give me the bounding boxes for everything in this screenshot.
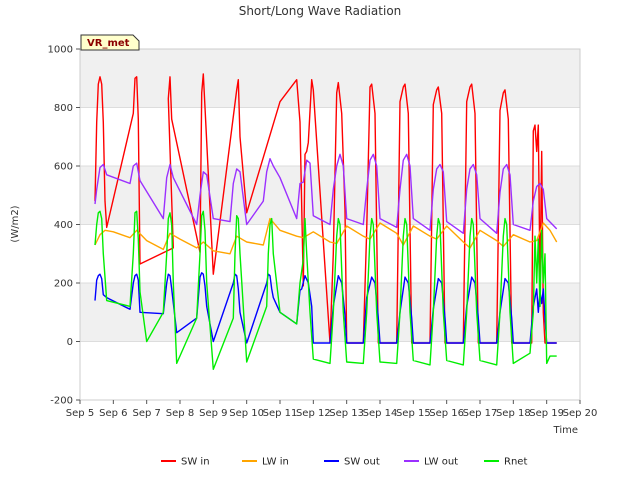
x-tick-label: Sep 14 <box>363 408 398 419</box>
series-line-lw-in <box>94 217 558 255</box>
x-tick-label: Sep 16 <box>429 408 464 419</box>
x-tick-label: Sep 12 <box>296 408 331 419</box>
x-tick-label: Sep 5 <box>66 408 94 419</box>
x-tick-label: Sep 11 <box>263 408 298 419</box>
x-tick-label: Sep 10 <box>229 408 264 419</box>
y-tick-label: -200 <box>50 396 73 407</box>
x-tick-label: Sep 17 <box>463 408 498 419</box>
legend-label-lw-out: LW out <box>424 457 458 468</box>
series-line-lw-out <box>94 153 558 235</box>
x-tick-label: Sep 15 <box>396 408 431 419</box>
y-axis-ticks: -200 0 200 400 600 800 1000 <box>48 45 80 407</box>
y-tick-label: 400 <box>54 220 73 231</box>
series-line-sw-in <box>94 73 557 344</box>
x-tick-label: Sep 18 <box>496 408 531 419</box>
plot-band <box>80 49 580 108</box>
x-tick-label: Sep 7 <box>132 408 160 419</box>
y-tick-label: 0 <box>67 337 73 348</box>
y-tick-label: 200 <box>54 279 73 290</box>
site-tag: VR_met <box>80 34 140 51</box>
y-tick-label: 800 <box>54 103 73 114</box>
y-tick-label: 600 <box>54 162 73 173</box>
chart-title: Short/Long Wave Radiation <box>239 4 402 18</box>
x-tick-label: Sep 13 <box>329 408 364 419</box>
x-tick-label: Sep 20 <box>563 408 598 419</box>
x-tick-label: Sep 19 <box>529 408 564 419</box>
series-layer <box>94 73 558 370</box>
legend-label-lw-in: LW in <box>262 457 289 468</box>
y-axis-title: (W/m2) <box>10 205 21 242</box>
x-tick-label: Sep 8 <box>166 408 194 419</box>
y-tick-label: 1000 <box>48 45 73 56</box>
x-tick-label: Sep 6 <box>99 408 127 419</box>
legend-label-rnet: Rnet <box>504 457 527 468</box>
legend-label-sw-in: SW in <box>181 457 210 468</box>
legend: SW in LW in SW out LW out Rnet <box>161 457 527 468</box>
legend-label-sw-out: SW out <box>344 457 380 468</box>
x-tick-label: Sep 9 <box>199 408 227 419</box>
plot-band <box>80 166 580 225</box>
series-line-rnet <box>94 210 557 370</box>
x-axis-title: Time <box>553 425 578 436</box>
site-tag-label: VR_met <box>87 38 130 49</box>
series-line-sw-out <box>94 272 557 344</box>
